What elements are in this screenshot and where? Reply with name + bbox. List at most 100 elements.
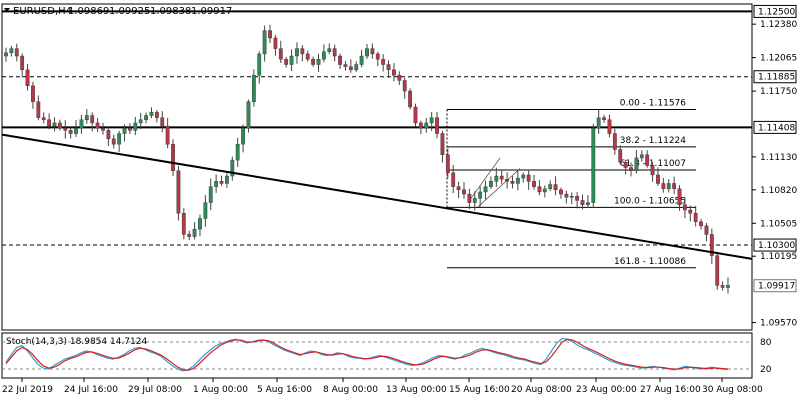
price-tick-label: 1.12065	[760, 54, 797, 64]
candle-body	[31, 85, 35, 102]
candle-body	[359, 55, 364, 65]
candle-body	[332, 48, 337, 57]
candle-body	[90, 115, 95, 124]
candle-body	[36, 101, 41, 118]
candle-body	[559, 189, 563, 195]
candle-body	[418, 122, 423, 129]
time-tick-label: 20 Aug 08:00	[511, 385, 572, 395]
current-price-label: 1.09917	[758, 282, 795, 292]
candle-body	[532, 181, 536, 187]
candle-body	[343, 64, 348, 67]
candle-body	[666, 183, 671, 189]
candle-body	[117, 133, 122, 145]
price-tick-label: 1.11750	[760, 87, 797, 97]
candle-body	[381, 59, 386, 65]
fib-level-label: 38.2 - 1.11224	[620, 136, 686, 146]
candle-body	[84, 115, 89, 120]
candle-body	[41, 117, 46, 120]
candle-body	[160, 117, 165, 127]
candle-body	[268, 30, 272, 39]
candle-body	[176, 170, 181, 214]
ohlc-open: 1.09869	[68, 6, 109, 17]
candle-body	[462, 189, 466, 195]
symbol-dropdown-icon[interactable]	[4, 8, 10, 12]
candle-body	[515, 177, 520, 184]
candle-body	[499, 175, 504, 180]
level-price-tag	[753, 238, 797, 252]
price-axis: 1.12380 1.12065 1.11750 1.11130 1.10820 1.105…	[752, 4, 797, 329]
stoch-d-line	[5, 338, 729, 372]
candle-body	[365, 48, 369, 57]
candle-body	[338, 55, 342, 65]
candle-body	[47, 119, 52, 127]
trendlines	[1, 133, 753, 260]
candle-body	[386, 64, 391, 71]
candle-body	[709, 234, 714, 256]
candle-body	[440, 133, 445, 155]
candle-body	[596, 117, 601, 129]
level-price-tag	[753, 70, 797, 84]
candle-body	[575, 196, 580, 201]
candle-body	[171, 143, 175, 171]
candle-body	[688, 209, 693, 214]
candle-body	[235, 143, 240, 161]
descending-trendline	[1, 133, 753, 260]
time-tick-label: 8 Aug 00:00	[323, 385, 378, 395]
candle-body	[537, 186, 542, 193]
candle-body	[445, 154, 450, 174]
price-tick-label: 1.10820	[760, 186, 797, 196]
candle-body	[661, 183, 666, 189]
candle-body	[106, 130, 111, 140]
level-price-label: 1.10300	[758, 241, 795, 251]
candle-body	[656, 174, 660, 184]
time-tick-label: 5 Aug 16:00	[257, 385, 312, 395]
candle-body	[321, 51, 326, 60]
candle-body	[720, 285, 725, 288]
time-axis: 22 Jul 2019 24 Jul 16:00 29 Jul 08:00 1 Aug…	[2, 378, 763, 395]
candle-body	[241, 128, 245, 145]
channel-line	[467, 157, 501, 203]
candle-body	[639, 154, 644, 159]
price-tick-label: 1.09570	[760, 319, 797, 329]
candle-body	[408, 90, 413, 108]
time-tick-label: 15 Aug 16:00	[449, 385, 510, 395]
time-tick-label: 13 Aug 00:00	[386, 385, 447, 395]
channel-line	[477, 168, 521, 208]
price-tick-label: 1.10505	[760, 219, 797, 229]
time-tick-label: 22 Jul 2019	[2, 385, 53, 395]
candle-body	[68, 130, 73, 134]
time-tick-label: 29 Jul 08:00	[128, 385, 182, 395]
level-price-label: 1.11408	[758, 123, 795, 133]
ohlc-close: 1.09917	[191, 6, 232, 17]
candle-body	[645, 154, 650, 166]
ohlc-high: 1.09925	[109, 6, 150, 17]
candle-body	[214, 181, 219, 187]
candle-body	[154, 112, 159, 118]
candle-body	[569, 196, 574, 198]
fib-level-label: 0.00 - 1.11576	[620, 99, 686, 109]
candle-body	[494, 175, 499, 182]
candle-body	[316, 59, 321, 65]
price-tick-label: 1.12380	[760, 20, 797, 30]
candle-body	[198, 218, 202, 230]
candle-body	[564, 193, 569, 198]
candle-body	[300, 48, 305, 55]
candle-body	[187, 234, 192, 237]
fib-level-label: 100.0 - 1.10655	[614, 196, 686, 206]
candle-body	[435, 117, 439, 134]
candle-body	[181, 212, 186, 235]
candles	[4, 24, 730, 294]
level-price-label: 1.12500	[758, 7, 795, 17]
candle-body	[472, 198, 477, 203]
candle-body	[456, 186, 461, 191]
candle-body	[327, 48, 332, 52]
horizontal-levels	[2, 10, 752, 246]
candle-body	[165, 125, 170, 145]
candle-body	[413, 106, 418, 124]
candle-body	[111, 138, 116, 145]
candle-body	[682, 204, 687, 211]
oscillator-tick-label: 20	[760, 365, 772, 375]
candle-body	[548, 184, 553, 189]
candle-body	[251, 74, 256, 102]
